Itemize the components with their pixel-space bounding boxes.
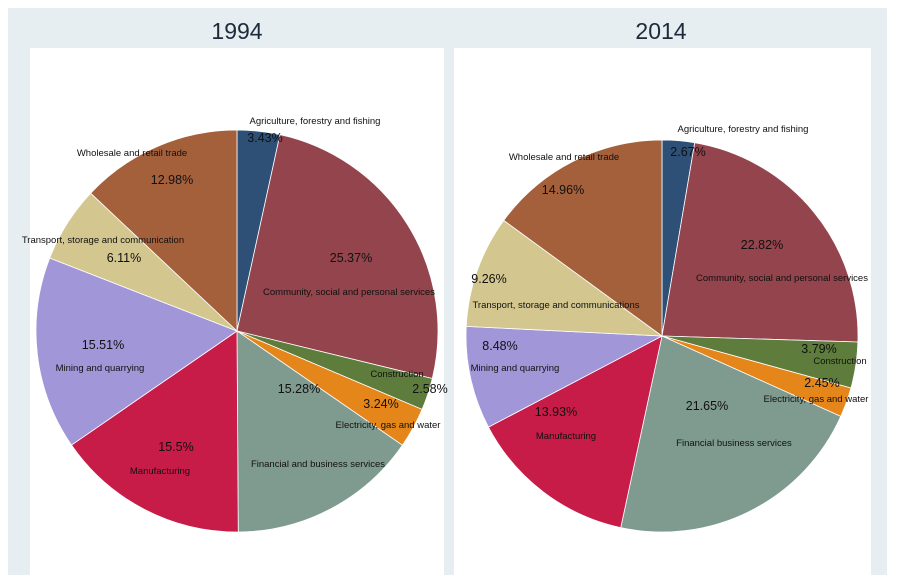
- slice-category-label: Community, social and personal services: [263, 287, 435, 298]
- slice-category-label: Electricity, gas and water: [764, 394, 869, 405]
- slice-category-label: Financial and business services: [251, 459, 385, 470]
- pie-slice: [465, 219, 664, 337]
- slice-value-label: 14.96%: [542, 183, 584, 197]
- slice-value-label: 22.82%: [741, 238, 783, 252]
- pie-slice: [620, 335, 842, 533]
- chart-title-2014: 2014: [635, 18, 687, 44]
- slice-value-label: 12.98%: [151, 173, 193, 187]
- slice-category-label: Wholesale and retail trade: [77, 148, 187, 159]
- chart-title-1994: 1994: [211, 18, 263, 44]
- slice-value-label: 15.51%: [82, 338, 124, 352]
- slice-category-label: Agriculture, forestry and fishing: [678, 124, 809, 135]
- slice-value-label: 6.11%: [107, 251, 142, 265]
- pie-1994: 3.43% Agriculture, forestry and fishing 25…: [22, 116, 448, 533]
- slice-category-label: Financial business services: [676, 438, 792, 449]
- slice-value-label: 2.45%: [804, 376, 839, 390]
- slice-value-label: 8.48%: [482, 339, 517, 353]
- pie-slice: [35, 257, 238, 446]
- slice-value-label: 3.24%: [363, 397, 398, 411]
- pie-slice: [236, 330, 403, 533]
- pie-2014: 2.67% Agriculture, forestry and fishing 22…: [465, 124, 869, 533]
- slice-category-label: Transport, storage and communications: [472, 300, 639, 311]
- slice-value-label: 15.5%: [158, 440, 193, 454]
- slice-category-label: Construction: [370, 369, 423, 380]
- slice-category-label: Construction: [813, 356, 866, 367]
- slice-category-label: Mining and quarrying: [56, 363, 145, 374]
- slice-category-label: Manufacturing: [130, 466, 190, 477]
- slice-value-label: 2.67%: [670, 145, 705, 159]
- pie-slice: [236, 134, 439, 380]
- slice-value-label: 9.26%: [471, 272, 506, 286]
- slice-category-label: Transport, storage and communication: [22, 235, 184, 246]
- pie-slice: [90, 129, 238, 332]
- slice-category-label: Manufacturing: [536, 431, 596, 442]
- slice-value-label: 13.93%: [535, 405, 577, 419]
- slice-category-label: Agriculture, forestry and fishing: [250, 116, 381, 127]
- slice-value-label: 3.43%: [247, 131, 282, 145]
- slice-value-label: 15.28%: [278, 382, 320, 396]
- slice-category-label: Community, social and personal services: [696, 273, 868, 284]
- pie-slice: [503, 139, 663, 337]
- slice-value-label: 25.37%: [330, 251, 372, 265]
- pie-slice: [465, 325, 664, 428]
- slice-category-label: Mining and quarrying: [471, 363, 560, 374]
- slice-category-label: Wholesale and retail trade: [509, 152, 619, 163]
- slice-value-label: 21.65%: [686, 399, 728, 413]
- pie-slice: [487, 335, 663, 529]
- slice-category-label: Electricity, gas and water: [336, 420, 441, 431]
- pie-slice: [70, 330, 239, 533]
- pie-slice: [661, 142, 859, 343]
- slice-value-label: 3.79%: [801, 342, 836, 356]
- slice-value-label: 2.58%: [412, 382, 447, 396]
